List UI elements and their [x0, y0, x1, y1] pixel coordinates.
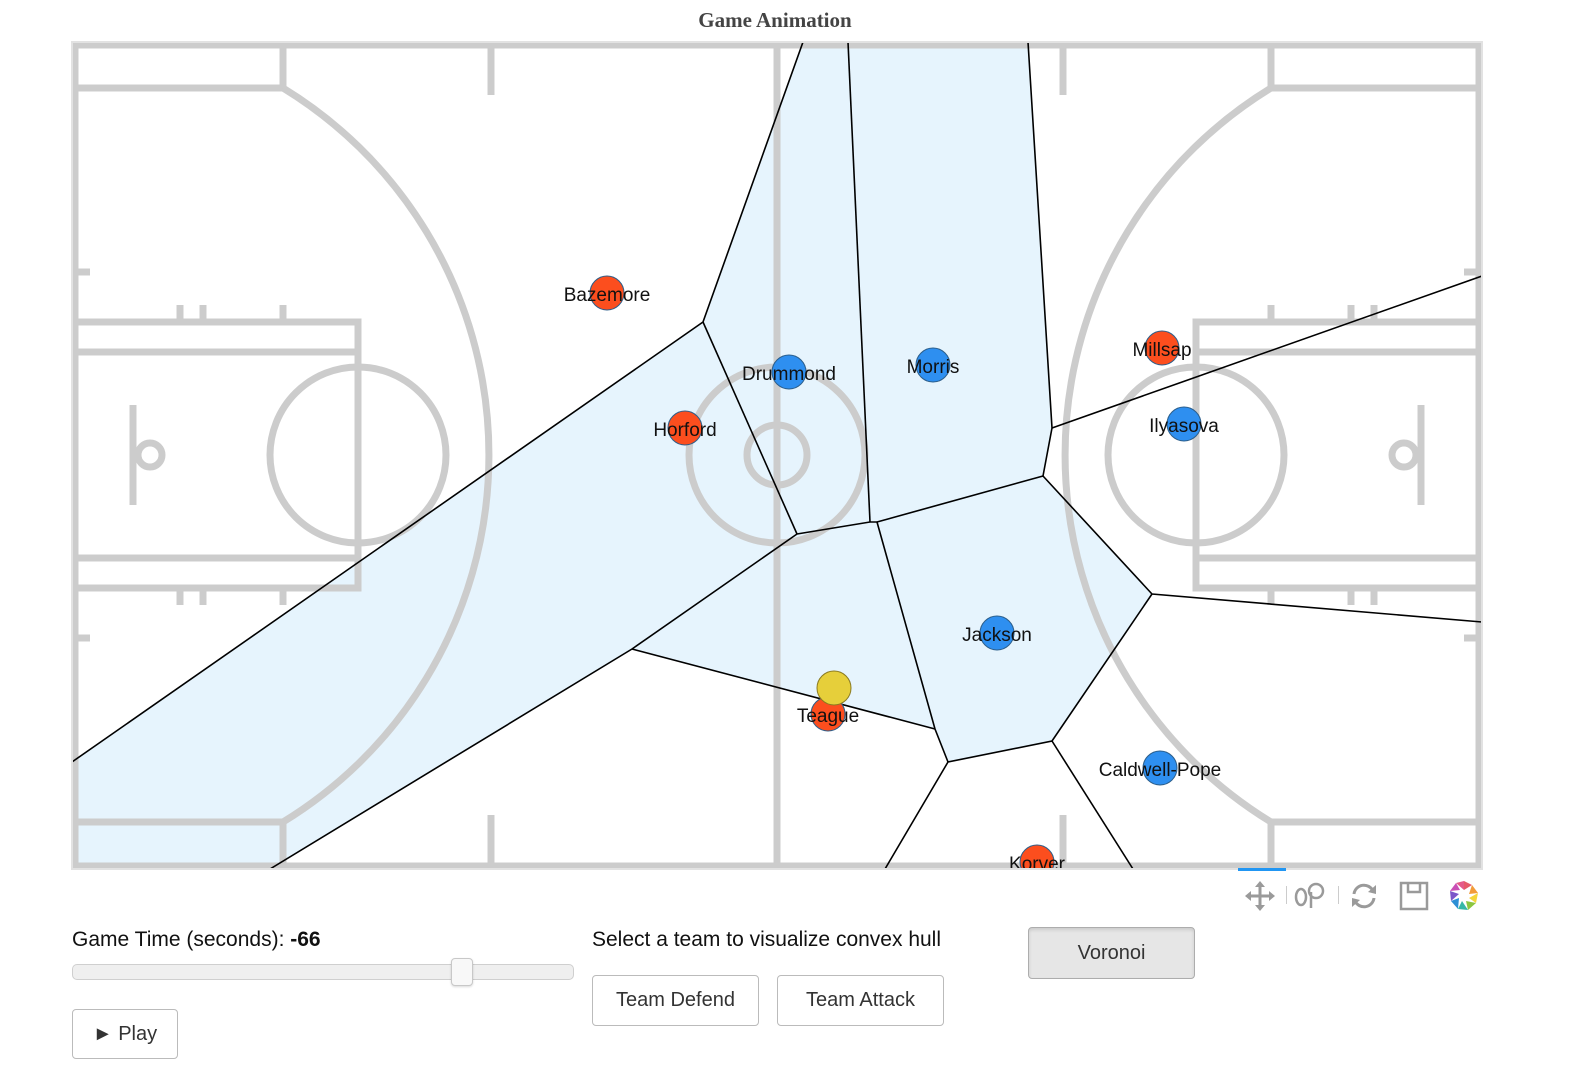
slider-handle[interactable] — [450, 958, 473, 986]
player-marker-korver — [1019, 844, 1055, 869]
plot-toolbar — [1238, 868, 1488, 918]
player-label-morris: Morris — [907, 357, 960, 378]
game-time-value: -66 — [290, 928, 321, 951]
ball-marker — [816, 670, 852, 706]
rim — [134, 439, 166, 471]
player-label-drummond: Drummond — [742, 364, 836, 385]
voronoi-edge — [1051, 740, 1134, 869]
toolbar-separator — [1286, 886, 1287, 904]
game-time-label-text: Game Time (seconds): — [72, 928, 291, 951]
game-time-slider[interactable] — [72, 958, 574, 986]
toolbar-separator — [1338, 886, 1339, 904]
convex-hull-label: Select a team to visualize convex hull — [592, 928, 942, 951]
player-label-ilyasova: Ilyasova — [1149, 416, 1219, 437]
voronoi-edges — [72, 42, 1482, 869]
active-tool-indicator — [1238, 868, 1286, 871]
player-label-horford: Horford — [653, 420, 716, 441]
team-attack-button[interactable]: Team Attack — [777, 975, 944, 1026]
player-marker-jackson — [979, 615, 1015, 651]
voronoi-edge — [702, 321, 798, 535]
voronoi-edge — [1051, 275, 1482, 429]
voronoi-regions — [72, 42, 1152, 869]
player-marker-drummond — [771, 354, 807, 390]
voronoi-edge — [884, 593, 1153, 869]
player-label-caldwell-pope: Caldwell-Pope — [1099, 760, 1222, 781]
player-label-millsap: Millsap — [1132, 340, 1191, 361]
voronoi-region-5 — [877, 476, 1152, 762]
player-label-korver: Korver — [1009, 854, 1066, 875]
voronoi-edge — [876, 475, 1044, 523]
three-point-arc — [1061, 85, 1273, 825]
rim — [1388, 439, 1420, 471]
voronoi-edge — [796, 521, 877, 535]
voronoi-region-4 — [632, 522, 935, 729]
voronoi-region-3 — [72, 322, 797, 869]
save-icon[interactable] — [1396, 878, 1432, 914]
player-marker-horford — [667, 410, 703, 446]
box-zoom-icon[interactable] — [1292, 878, 1328, 914]
court-lines — [72, 42, 1482, 869]
player-label-bazemore: Bazemore — [564, 285, 651, 306]
voronoi-region-2 — [848, 42, 1052, 522]
voronoi-region-1 — [703, 42, 870, 534]
voronoi-edge — [847, 42, 871, 523]
voronoi-edge — [876, 521, 949, 763]
player-marker-morris — [915, 347, 951, 383]
pan-icon[interactable] — [1242, 878, 1278, 914]
free-throw-circle — [266, 363, 450, 547]
bokeh-logo-icon[interactable] — [1446, 878, 1482, 914]
free-throw-circle — [1104, 363, 1288, 547]
team-defend-button[interactable]: Team Defend — [592, 975, 759, 1026]
paint-inner — [72, 348, 362, 562]
paint-inner — [1192, 348, 1482, 562]
court-plot[interactable]: Bazemore Millsap Horford Teague Korver Drummo… — [0, 0, 1588, 920]
center-inner-circle — [743, 421, 811, 489]
play-button[interactable]: ► Play — [72, 1009, 178, 1059]
plot-title: Game Animation — [698, 8, 852, 32]
voronoi-button[interactable]: Voronoi — [1028, 927, 1195, 979]
court-border — [71, 41, 1483, 870]
three-point-arc — [281, 85, 493, 825]
game-time-label: Game Time (seconds): -66 — [72, 928, 321, 952]
player-marker-bazemore — [589, 275, 625, 311]
reset-icon[interactable] — [1346, 878, 1382, 914]
player-marker-caldwell-pope — [1142, 750, 1178, 786]
player-markers: Bazemore Millsap Horford Teague Korver Drummo… — [564, 275, 1222, 875]
player-label-teague: Teague — [797, 706, 859, 727]
voronoi-edge — [631, 648, 936, 730]
player-marker-millsap — [1144, 330, 1180, 366]
player-label-jackson: Jackson — [962, 625, 1032, 646]
player-marker-ilyasova — [1166, 406, 1202, 442]
